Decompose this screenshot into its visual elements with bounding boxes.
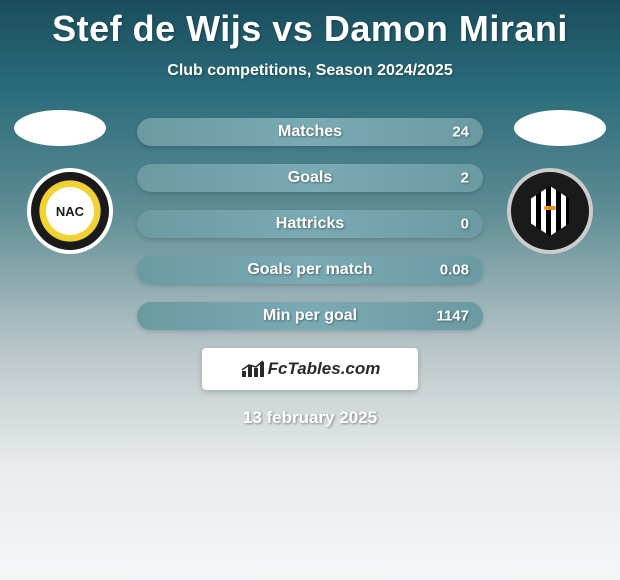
stat-label: Min per goal xyxy=(263,307,357,325)
stat-label: Goals xyxy=(288,169,332,187)
branding-text: FcTables.com xyxy=(268,359,381,379)
stat-right-value: 24 xyxy=(452,124,469,141)
stat-row-goals: Goals 2 xyxy=(137,164,483,192)
page-subtitle: Club competitions, Season 2024/2025 xyxy=(0,62,620,80)
footer-date: 13 february 2025 xyxy=(0,408,620,428)
comparison-panel: NAC Matches 24 Goals 2 Hattricks 0 Goals… xyxy=(0,110,620,428)
stat-right-value: 0.08 xyxy=(440,262,469,279)
player-right-marker xyxy=(514,110,606,146)
club-badge-left: NAC xyxy=(27,168,113,254)
stat-right-value: 1147 xyxy=(436,308,469,325)
stat-row-matches: Matches 24 xyxy=(137,118,483,146)
club-badge-left-label: NAC xyxy=(46,187,94,235)
stat-row-hattricks: Hattricks 0 xyxy=(137,210,483,238)
page-title: Stef de Wijs vs Damon Mirani xyxy=(0,0,620,50)
stat-row-min-per-goal: Min per goal 1147 xyxy=(137,302,483,330)
bar-chart-icon xyxy=(240,359,266,379)
player-left-marker xyxy=(14,110,106,146)
stat-row-goals-per-match: Goals per match 0.08 xyxy=(137,256,483,284)
stat-label: Matches xyxy=(278,123,342,141)
club-badge-right xyxy=(507,168,593,254)
stat-label: Hattricks xyxy=(276,215,344,233)
stat-right-value: 0 xyxy=(461,216,469,233)
stats-list: Matches 24 Goals 2 Hattricks 0 Goals per… xyxy=(137,110,483,330)
club-badge-right-emblem xyxy=(531,186,569,236)
stat-right-value: 2 xyxy=(461,170,469,187)
stat-label: Goals per match xyxy=(247,261,372,279)
branding-box: FcTables.com xyxy=(202,348,418,390)
